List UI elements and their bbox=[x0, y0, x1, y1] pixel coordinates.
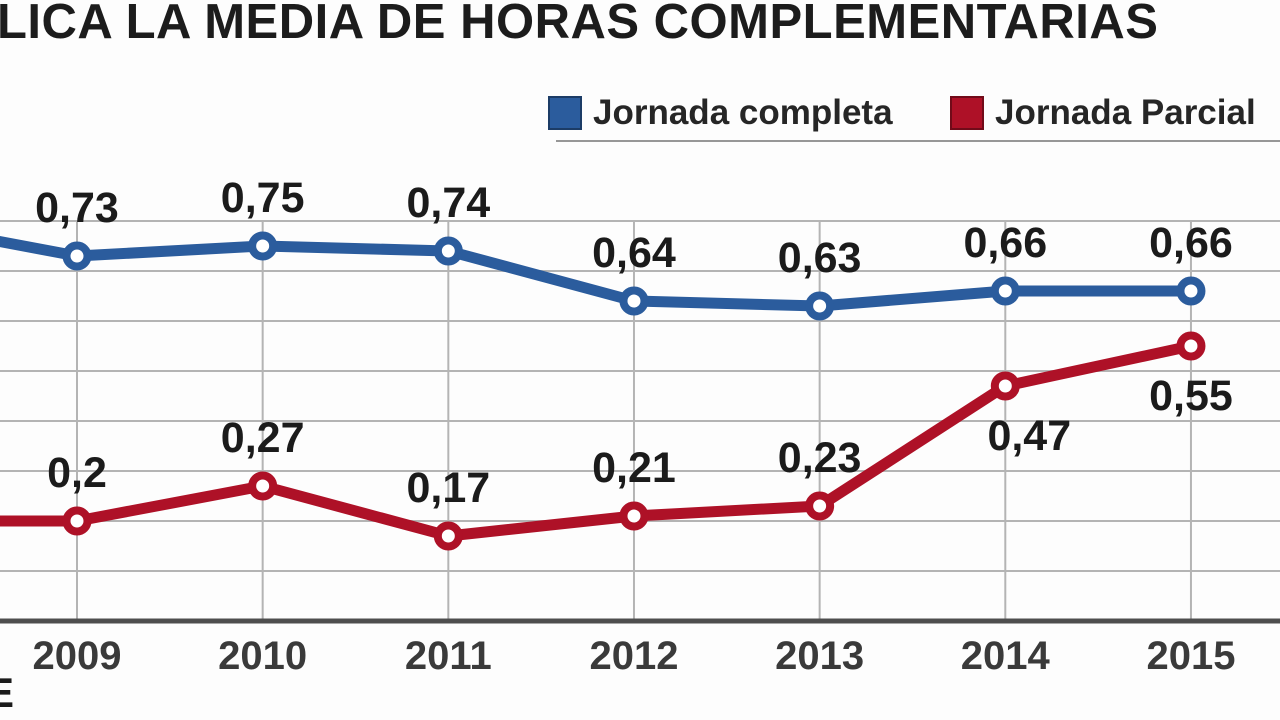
svg-text:0,66: 0,66 bbox=[963, 219, 1047, 267]
svg-text:2011: 2011 bbox=[405, 634, 492, 678]
svg-text:0,55: 0,55 bbox=[1149, 372, 1233, 420]
svg-text:0,64: 0,64 bbox=[592, 229, 676, 277]
svg-text:0,2: 0,2 bbox=[47, 449, 107, 497]
legend-underline bbox=[556, 140, 1280, 142]
svg-text:0,74: 0,74 bbox=[406, 179, 490, 227]
svg-text:0,75: 0,75 bbox=[221, 174, 305, 222]
svg-text:0,47: 0,47 bbox=[987, 412, 1071, 460]
svg-text:0,66: 0,66 bbox=[1149, 219, 1233, 267]
svg-text:0,27: 0,27 bbox=[221, 414, 305, 462]
svg-text:0,21: 0,21 bbox=[592, 444, 676, 492]
svg-text:0,73: 0,73 bbox=[35, 184, 119, 232]
svg-text:2014: 2014 bbox=[961, 634, 1051, 678]
svg-text:0,63: 0,63 bbox=[778, 234, 862, 282]
page-title: LICA LA MEDIA DE HORAS COMPLEMENTARIAS bbox=[0, 0, 1159, 49]
svg-text:2012: 2012 bbox=[589, 634, 678, 678]
legend-label: Jornada Parcial bbox=[995, 93, 1256, 132]
source-text-partial: E bbox=[0, 669, 15, 716]
svg-text:2015: 2015 bbox=[1146, 634, 1235, 678]
svg-text:0,23: 0,23 bbox=[778, 434, 862, 482]
svg-text:0,17: 0,17 bbox=[406, 464, 490, 512]
legend-swatch-red-icon bbox=[950, 95, 984, 130]
legend-label: Jornada completa bbox=[593, 93, 893, 132]
legend-item-jornada-completa: Jornada completa bbox=[548, 95, 893, 130]
svg-text:2013: 2013 bbox=[775, 634, 864, 678]
legend-swatch-blue-icon bbox=[548, 95, 582, 130]
chart-legend: Jornada completa Jornada Parcial bbox=[0, 95, 1280, 135]
legend-item-jornada-parcial: Jornada Parcial bbox=[950, 95, 1256, 130]
svg-text:2010: 2010 bbox=[218, 634, 307, 678]
svg-text:2009: 2009 bbox=[33, 634, 122, 678]
